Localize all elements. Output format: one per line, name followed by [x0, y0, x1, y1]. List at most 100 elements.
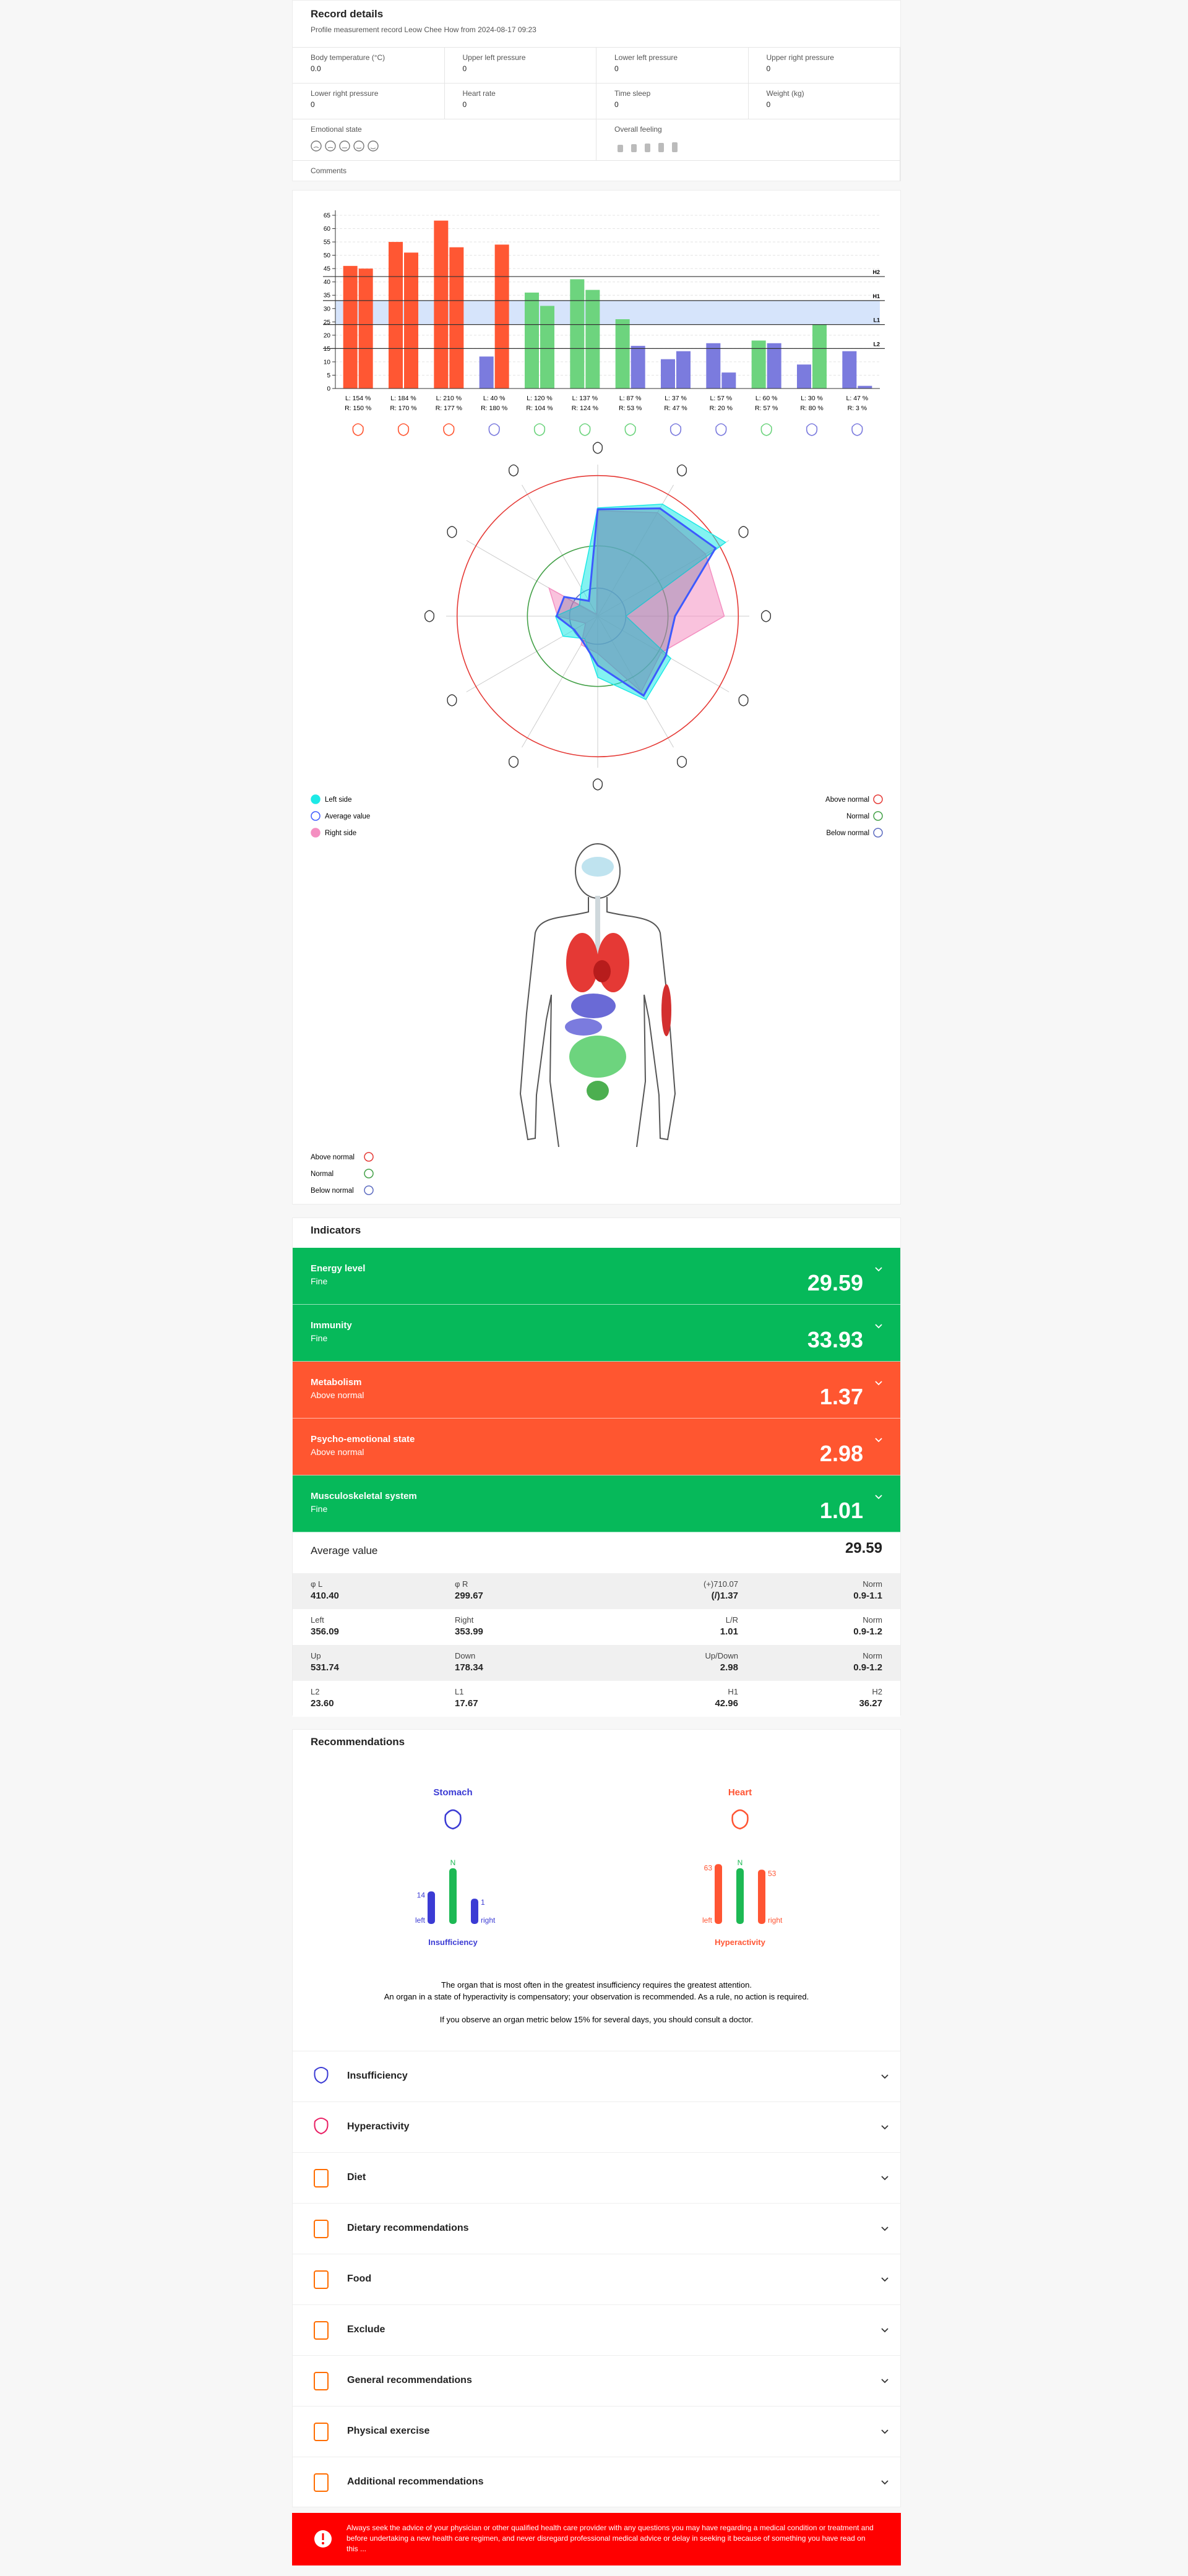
bar-label-left: L: 47 % [846, 395, 869, 402]
liver [565, 1018, 602, 1036]
section-icon [314, 2270, 329, 2289]
indicator-status: Fine [311, 1333, 328, 1343]
bar-label-right: R: 177 % [436, 405, 462, 412]
cell-value: 17.67 [455, 1698, 478, 1709]
bar-label-left: L: 57 % [710, 395, 733, 402]
bar [494, 244, 509, 389]
bar [797, 364, 811, 389]
field-value: 0 [614, 64, 619, 73]
indicator-name: Energy level [311, 1263, 366, 1274]
table-cell: Up 531.74 [311, 1651, 339, 1673]
accordion-item: Additional recommendations [293, 2457, 900, 2508]
bar-label-right: R: 57 % [755, 405, 778, 412]
chevron [875, 1267, 882, 1272]
accordion-title: Physical exercise [347, 2426, 430, 2436]
radar-icon [676, 464, 687, 477]
note: If you observe an organ metric below 15%… [440, 2015, 754, 2024]
chevron [875, 1381, 882, 1386]
radar-ring [456, 474, 739, 758]
field-label: Upper left pressure [462, 53, 526, 62]
intestine [569, 1036, 626, 1078]
cell-value: 42.96 [715, 1698, 738, 1709]
bar-label-right: R: 170 % [390, 405, 416, 412]
field: Overall feeling [596, 119, 900, 160]
right-bar [758, 1870, 765, 1924]
cell-label: Norm [863, 1615, 882, 1625]
chevron [881, 2176, 889, 2181]
legend-swatch [311, 828, 321, 838]
cell-value: 0.9-1.2 [853, 1626, 882, 1637]
indicator-row: Metabolism Above normal 1.37 [293, 1362, 900, 1419]
reference-label: H2 [872, 269, 880, 275]
legend-swatch [311, 811, 321, 821]
cell-label: Norm [863, 1651, 882, 1660]
bar [858, 385, 872, 389]
table-row: Up 531.74 Down 178.34 Up/Down 2.98 Norm 0.9-1.2 [293, 1645, 900, 1681]
bar [661, 359, 675, 389]
cell-value: 0.9-1.2 [853, 1662, 882, 1673]
radar-icon [738, 694, 749, 706]
stomach-organ [571, 994, 616, 1018]
table-cell: (+)710.07 (/)1.37 [704, 1579, 738, 1601]
accordion-item: Hyperactivity [293, 2102, 900, 2153]
accordion-title: Food [347, 2273, 372, 2284]
bar-label-left: L: 30 % [801, 395, 823, 402]
indicator-value: 33.93 [807, 1327, 863, 1352]
radar-icon [424, 610, 435, 622]
chevron [881, 2480, 889, 2485]
section-icon [314, 2169, 329, 2187]
field-label: Overall feeling [614, 125, 662, 134]
accordion-item: Dietary recommendations [293, 2203, 900, 2254]
bar [812, 324, 827, 389]
organ-icon [533, 423, 546, 436]
legend-label: Above normal [825, 796, 869, 804]
y-tick-label: 45 [324, 266, 331, 273]
body-legend-swatch [364, 1169, 374, 1179]
indicator-name: Psycho-emotional state [311, 1434, 415, 1445]
feeling-icon [672, 142, 678, 152]
chevron [875, 1324, 882, 1329]
face-icon [339, 140, 350, 152]
cell-label: Down [455, 1651, 476, 1660]
indicator-status: Fine [311, 1504, 328, 1514]
section-icon [314, 2372, 329, 2390]
bladder [587, 1081, 609, 1101]
bar [404, 252, 418, 389]
bar-label-right: R: 180 % [481, 405, 507, 412]
bar [676, 351, 691, 389]
organ-icon [715, 423, 727, 436]
cell-label: L2 [311, 1687, 320, 1696]
chevron-path [881, 2277, 889, 2282]
field-value: 0 [766, 100, 771, 109]
chevron-path [875, 1438, 882, 1443]
chevron-path [875, 1381, 882, 1386]
chevron-path [881, 2074, 889, 2079]
icon-shape [314, 2220, 329, 2238]
field: Time sleep 0 [596, 83, 749, 119]
left-bar [715, 1864, 722, 1924]
indicator-status: Above normal [311, 1447, 364, 1457]
organ-icon [731, 1809, 749, 1830]
field: Upper right pressure 0 [748, 47, 900, 83]
cell-value: 178.34 [455, 1662, 483, 1673]
bar [721, 372, 736, 389]
field-value: 0 [614, 100, 619, 109]
norm-label: N [738, 1858, 743, 1867]
cell-label: (+)710.07 [703, 1579, 738, 1589]
table-cell: Norm 0.9-1.2 [853, 1615, 882, 1637]
indicator-value: 2.98 [819, 1441, 863, 1466]
chevron [881, 2226, 889, 2231]
cell-value: 299.67 [455, 1591, 483, 1601]
chevron [881, 2277, 889, 2282]
field-label: Lower right pressure [311, 89, 379, 98]
indicator-name: Immunity [311, 1320, 352, 1331]
cell-label: Left [311, 1615, 324, 1625]
accordion-item: Food [293, 2254, 900, 2305]
face-mouth [313, 147, 319, 148]
reference-label: L1 [873, 317, 880, 324]
right-label: right [481, 1916, 496, 1925]
organ-icon [851, 423, 863, 436]
cell-value: 36.27 [859, 1698, 882, 1709]
